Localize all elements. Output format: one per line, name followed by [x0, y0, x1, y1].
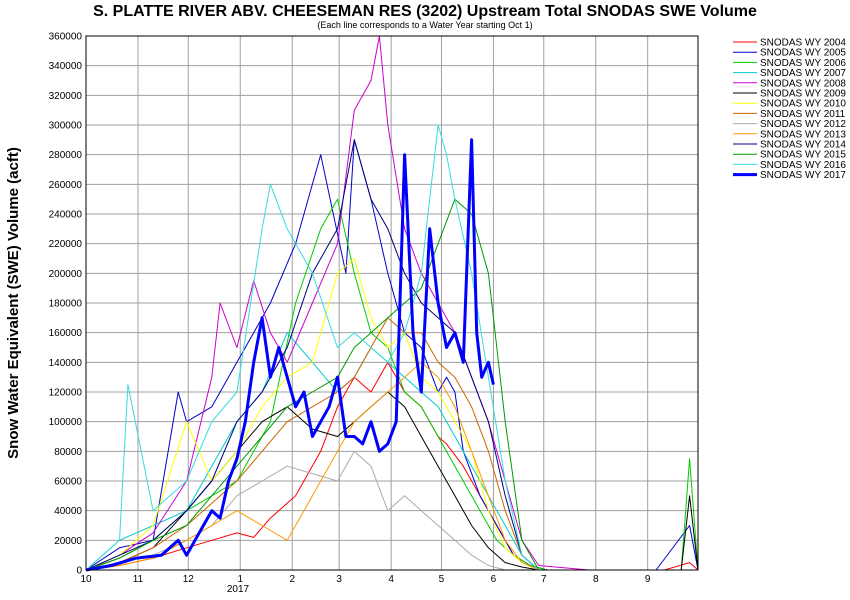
- x-tick-label: 5: [439, 574, 445, 585]
- grid-lines: [85, 35, 698, 571]
- legend-entry: SNODAS WY 2010: [760, 99, 846, 110]
- series-line: [85, 258, 698, 571]
- y-tick-label: 260000: [49, 180, 83, 191]
- legend-entry: SNODAS WY 2011: [760, 109, 846, 120]
- legend-entry: SNODAS WY 2005: [760, 48, 846, 59]
- series-line: [85, 124, 698, 571]
- y-tick-label: 120000: [49, 388, 83, 399]
- x-tick-label: 12: [183, 574, 195, 585]
- legend-entry: SNODAS WY 2015: [760, 150, 846, 161]
- y-axis-title: Snow Water Equivalent (SWE) Volume (acft…: [5, 147, 22, 459]
- legend-entry: SNODAS WY 2008: [760, 78, 846, 89]
- legend-entry: SNODAS WY 2014: [760, 140, 846, 151]
- y-tick-label: 140000: [49, 358, 83, 369]
- x-tick-label: 4: [388, 574, 394, 585]
- y-tick-label: 320000: [49, 91, 83, 102]
- legend-entry: SNODAS WY 2009: [760, 89, 846, 100]
- x-tick-label: 9: [645, 574, 651, 585]
- legend-entry: SNODAS WY 2012: [760, 119, 846, 130]
- y-tick-label: 200000: [49, 269, 83, 280]
- y-tick-label: 100000: [49, 417, 83, 428]
- series-line: [85, 198, 698, 571]
- y-tick-label: 180000: [49, 299, 83, 310]
- x-tick-label: 6: [491, 574, 497, 585]
- y-tick-label: 280000: [49, 150, 83, 161]
- y-tick-label: 20000: [54, 536, 82, 547]
- x-tick-label: 3: [336, 574, 342, 585]
- y-tick-label: 220000: [49, 239, 83, 250]
- y-tick-label: 40000: [54, 506, 82, 517]
- x-year-label: 2017: [227, 584, 250, 595]
- y-tick-label: 60000: [54, 477, 82, 488]
- x-tick-label: 2: [289, 574, 295, 585]
- legend-entry: SNODAS WY 2004: [760, 38, 846, 49]
- series-line: [85, 138, 495, 572]
- y-tick-label: 160000: [49, 328, 83, 339]
- x-tick-label: 8: [593, 574, 599, 585]
- x-tick-label: 1: [237, 574, 243, 585]
- x-tick-label: 10: [80, 574, 92, 585]
- x-tick-labels: 10 11 12 1 2 3 4 5 6 7 8 9: [80, 574, 650, 585]
- y-tick-label: 300000: [49, 121, 83, 132]
- legend-entry: SNODAS WY 2016: [760, 160, 846, 171]
- legend-entry: SNODAS WY 2007: [760, 68, 846, 79]
- legend-entry: SNODAS WY 2013: [760, 129, 846, 140]
- legend-entry: SNODAS WY 2006: [760, 58, 846, 69]
- x-tick-label: 7: [541, 574, 547, 585]
- y-tick-label: 240000: [49, 210, 83, 221]
- plot-frame: [85, 35, 699, 571]
- series-line: [85, 361, 698, 571]
- y-tick-label: 0: [76, 566, 82, 577]
- chart-title: S. PLATTE RIVER ABV. CHEESEMAN RES (3202…: [93, 3, 757, 20]
- series-lines: [85, 35, 699, 572]
- y-tick-label: 340000: [49, 61, 83, 72]
- x-tick-label: 11: [133, 574, 144, 585]
- chart-subtitle: (Each line corresponds to a Water Year s…: [317, 20, 532, 30]
- y-tick-label: 80000: [54, 447, 82, 458]
- y-tick-label: 360000: [49, 32, 83, 43]
- series-line: [85, 35, 698, 571]
- y-tick-labels: 0 20000 40000 60000 80000 100000 120000 140000 1…: [49, 32, 83, 577]
- legend-entry: SNODAS WY 2017: [760, 170, 846, 181]
